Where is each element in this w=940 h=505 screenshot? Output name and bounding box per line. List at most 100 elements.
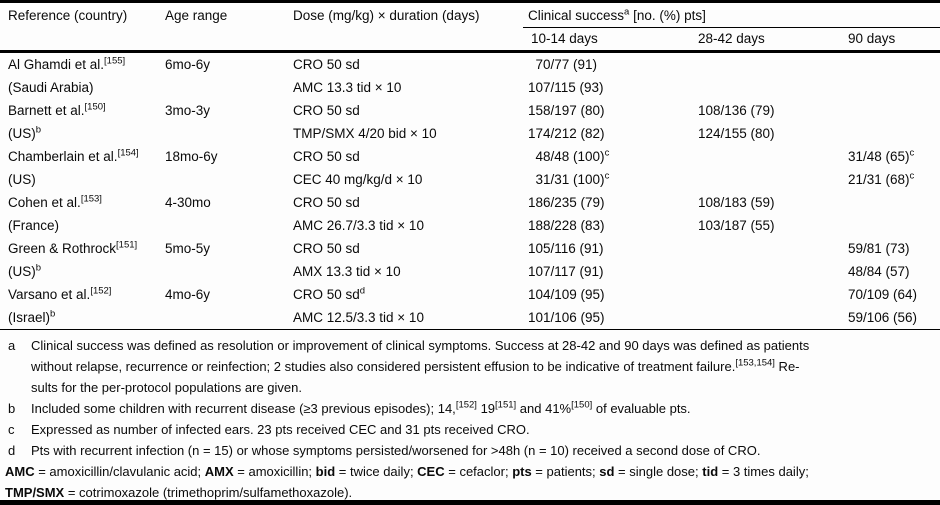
dose-text: CRO 50 sd [293,241,360,256]
country-footnote-marker: b [50,308,56,320]
value-90-days-cell: 59/81 (73) [843,237,940,260]
footnote-text: Pts with recurrent infection (n = 15) or… [31,440,940,461]
clinical-success-units: [no. (%) pts] [629,8,706,23]
text-segment: Included some children with recurrent di… [31,401,456,416]
header-row-2: 10-14 days 28-42 days 90 days [0,27,940,53]
dose-footnote-marker: d [359,285,366,297]
abbreviation-term: sd [599,464,615,479]
dose-cell: AMC 12.5/3.3 tid × 10 [288,306,523,330]
text-segment: = amoxicillin; [233,464,316,479]
footnote-marker-a: a [624,6,630,18]
text-segment: and 41% [516,401,572,416]
dose-text: CEC 40 mg/kg/d × 10 [293,172,423,187]
dose-cell: AMC 13.3 tid × 10 [288,76,523,99]
value-90-days-cell: 31/48 (65)c [843,145,940,168]
dose-cell: CRO 50 sd [288,191,523,214]
dose-text: AMC 13.3 tid × 10 [293,80,402,95]
reference-name-cell: Barnett et al.[150] [0,99,160,122]
value-90-days: 31/48 (65) [848,149,910,164]
dose-cell: CRO 50 sd [288,99,523,122]
table-header: Reference (country) Age range Dose (mg/k… [0,3,940,53]
value-10-14-days-cell: 158/197 (80) [523,99,693,122]
text-segment: = cotrimoxazole (trimethoprim/sulfametho… [64,485,353,500]
dose-cell: CRO 50 sd [288,237,523,260]
dose-cell: AMX 13.3 tid × 10 [288,260,523,283]
value-28-42-days-cell [693,237,843,260]
age-range-cell: 4mo-6y [165,287,211,302]
value-10-14-days: 105/116 (91) [528,241,604,256]
footnotes-list: a Clinical success was defined as resolu… [0,335,940,461]
dose-text: AMX 13.3 tid × 10 [293,264,401,279]
value-10-14-days: 31/31 (100) [528,172,605,187]
age-range-cell: 3mo-3y [165,103,211,118]
value-90-days: 59/106 (56) [848,310,918,325]
dose-cell: TMP/SMX 4/20 bid × 10 [288,122,523,145]
abbreviation-term: CEC [417,464,445,479]
reference-name-cell: Varsano et al.[152] [0,283,160,306]
reference-country-cell: (Saudi Arabia) [0,76,160,99]
value-90-days-cell: 70/109 (64) [843,283,940,306]
value-footnote-marker: c [909,170,915,182]
text-segment: Pts with recurrent infection (n = 15) or… [31,443,761,458]
reference-country: (US) [8,172,36,187]
reference-citation: [152] [90,285,112,297]
footnote-text: Included some children with recurrent di… [31,398,940,419]
footnote: d Pts with recurrent infection (n = 15) … [0,440,940,461]
footnote-text: Clinical success was defined as resoluti… [31,335,940,398]
value-10-14-days: 48/48 (100) [528,149,605,164]
age-range-cell: 5mo-5y [165,241,211,256]
value-28-42-days-cell: 103/187 (55) [693,214,843,237]
study-row-regimen-2: (US)b AMX 13.3 tid × 10 107/117 (91) 48/… [0,260,940,283]
dose-text: CRO 50 sd [293,195,360,210]
dose-cell: CRO 50 sd [288,145,523,168]
column-header-clinical-success: Clinical successa [no. (%) pts] [523,3,940,28]
country-footnote-marker: b [35,124,42,136]
value-10-14-days: 188/228 (83) [528,218,605,233]
age-range-cell: 6mo-6y [165,57,211,72]
value-28-42-days-cell: 124/155 (80) [693,122,843,145]
text-segment: = twice daily; [335,464,418,479]
footnotes-section: a Clinical success was defined as resolu… [0,330,940,500]
abbreviation-term: AMX [204,464,234,479]
value-10-14-days-cell: 107/115 (93) [523,76,693,99]
reference-citation: [154] [117,147,139,159]
citation-superscript: [153,154] [735,357,775,369]
value-10-14-days-cell: 188/228 (83) [523,214,693,237]
value-90-days-cell [843,214,940,237]
value-28-42-days-cell: 108/136 (79) [693,99,843,122]
column-header-10-14-days: 10-14 days [523,27,693,53]
value-10-14-days: 107/117 (91) [528,264,604,279]
value-90-days-cell [843,191,940,214]
reference-citation: [150] [84,101,106,113]
study-row-regimen-2: (US) CEC 40 mg/kg/d × 10 31/31 (100)c 21… [0,168,940,191]
value-28-42-days-cell [693,168,843,191]
footnote: c Expressed as number of infected ears. … [0,419,940,440]
footnote-letter: c [8,422,15,437]
value-28-42-days-cell [693,283,843,306]
study-row-regimen-2: (France) AMC 26.7/3.3 tid × 10 188/228 (… [0,214,940,237]
value-28-42-days-cell [693,306,843,330]
dose-cell: AMC 26.7/3.3 tid × 10 [288,214,523,237]
value-10-14-days-cell: 186/235 (79) [523,191,693,214]
age-range-cell-empty [160,122,288,145]
reference-country: (Israel) [8,310,51,325]
clinical-success-table: Reference (country) Age range Dose (mg/k… [0,3,940,330]
age-range-cell-empty [160,214,288,237]
reference-country: (Saudi Arabia) [8,80,94,95]
study-row-regimen-1: Al Ghamdi et al.[155] 6mo-6y CRO 50 sd 7… [0,52,940,77]
value-28-42-days-cell [693,145,843,168]
reference-name-cell: Cohen et al.[153] [0,191,160,214]
dose-text: CRO 50 sd [293,149,360,164]
reference-country-cell: (Israel)b [0,306,160,330]
age-range-cell-empty [160,260,288,283]
dose-text: CRO 50 sd [293,287,360,302]
reference-name: Chamberlain et al. [8,149,118,164]
abbreviations: AMC = amoxicillin/clavulanic acid; AMX =… [0,461,940,500]
reference-name: Green & Rothrock [8,241,117,256]
dose-cell: CEC 40 mg/kg/d × 10 [288,168,523,191]
text-segment: = patients; [531,464,600,479]
text-segment: = cefaclor; [444,464,513,479]
study-row-regimen-1: Barnett et al.[150] 3mo-3y CRO 50 sd 158… [0,99,940,122]
study-row-regimen-2: (Israel)b AMC 12.5/3.3 tid × 10 101/106 … [0,306,940,330]
reference-name: Varsano et al. [8,287,91,302]
